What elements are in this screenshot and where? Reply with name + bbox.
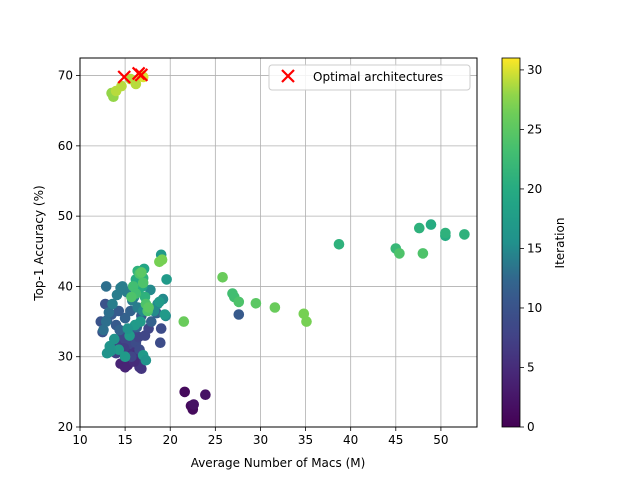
y-tick-label: 30 bbox=[58, 350, 73, 364]
scatter-point bbox=[179, 386, 190, 398]
colorbar-tick-label: 15 bbox=[527, 241, 542, 255]
scatter-point bbox=[130, 78, 142, 90]
legend-box bbox=[268, 64, 471, 91]
scatter-point bbox=[136, 267, 147, 278]
scatter-point bbox=[105, 345, 116, 357]
scatter-point bbox=[113, 344, 125, 356]
scatter-point bbox=[459, 229, 470, 240]
colorbar-tick-label: 25 bbox=[527, 122, 542, 136]
scatter-point bbox=[178, 316, 190, 327]
cross-stroke bbox=[281, 69, 295, 83]
scatter-point bbox=[301, 316, 312, 327]
scatter-point bbox=[133, 331, 144, 343]
data-points bbox=[95, 70, 470, 415]
x-tick-label: 40 bbox=[343, 433, 358, 447]
scatter-point bbox=[250, 298, 262, 309]
colorbar-tick-label: 0 bbox=[527, 420, 535, 434]
optimal-cross-marker bbox=[134, 68, 149, 82]
scatter-point bbox=[143, 302, 154, 313]
scatter-point bbox=[119, 351, 131, 363]
x-tick-label: 20 bbox=[163, 433, 178, 447]
colorbar-label: Iteration bbox=[553, 218, 567, 269]
y-tick-label: 20 bbox=[58, 420, 73, 434]
plot-frame bbox=[79, 57, 478, 428]
scatter-point bbox=[140, 354, 152, 366]
scatter-point bbox=[100, 281, 112, 292]
scatter-point bbox=[155, 337, 166, 349]
x-axis-label: Average Number of Macs (M) bbox=[191, 456, 366, 470]
scatter-point bbox=[109, 333, 120, 345]
scatter-point bbox=[333, 239, 345, 250]
legend-cross-marker bbox=[281, 69, 295, 83]
x-tick-label: 15 bbox=[117, 433, 132, 447]
scatter-point bbox=[417, 248, 429, 259]
y-tick-label: 50 bbox=[58, 209, 73, 223]
scatter-point bbox=[440, 227, 451, 239]
scatter-point bbox=[103, 307, 115, 318]
optimal-cross-marker bbox=[117, 70, 131, 84]
scatter-point bbox=[154, 296, 165, 308]
x-tick-label: 45 bbox=[388, 433, 403, 447]
legend: Optimal architectures bbox=[268, 64, 471, 91]
scatter-point bbox=[414, 222, 425, 234]
scatter-point bbox=[113, 305, 125, 317]
scatter-point bbox=[115, 282, 126, 294]
colorbar-tick-label: 20 bbox=[527, 182, 542, 196]
scatter-point bbox=[137, 277, 149, 289]
colorbar-tick-label: 30 bbox=[527, 63, 542, 77]
scatter-point bbox=[122, 323, 134, 334]
x-tick-label: 50 bbox=[433, 433, 448, 447]
colorbar-tick-label: 10 bbox=[527, 301, 542, 315]
scatter-point bbox=[146, 316, 157, 327]
x-tick-label: 30 bbox=[253, 433, 268, 447]
x-tick-label: 10 bbox=[72, 433, 87, 447]
colorbar-tick-label: 5 bbox=[527, 360, 535, 374]
cross-stroke bbox=[117, 70, 131, 84]
scatter-point bbox=[233, 296, 245, 308]
cross-stroke bbox=[134, 68, 149, 82]
scatter-point bbox=[188, 399, 199, 410]
optimal-markers bbox=[117, 66, 149, 84]
x-tick-label: 35 bbox=[298, 433, 313, 447]
scatter-point bbox=[200, 389, 211, 401]
colorbar bbox=[501, 57, 521, 428]
scatter-point bbox=[126, 291, 137, 303]
y-tick-label: 60 bbox=[58, 139, 73, 153]
scatter-point bbox=[156, 254, 168, 265]
scatter-point bbox=[98, 324, 109, 336]
scatter-point bbox=[107, 298, 118, 310]
scatter-point bbox=[233, 309, 245, 320]
scatter-point bbox=[135, 316, 146, 327]
scatter-point bbox=[159, 309, 171, 320]
scatter-point bbox=[114, 324, 125, 336]
scatter-point bbox=[217, 272, 228, 283]
scatter-point bbox=[161, 274, 172, 285]
scatter-point bbox=[100, 316, 112, 327]
legend-label: Optimal architectures bbox=[313, 70, 443, 84]
y-tick-label: 70 bbox=[58, 69, 73, 83]
y-axis-label: Top-1 Accuracy (%) bbox=[32, 185, 46, 301]
y-axis-ticks: 20 30 40 50 60 70 bbox=[58, 69, 80, 434]
x-axis-ticks: 10 15 20 25 30 35 40 45 50 bbox=[72, 427, 449, 447]
y-tick-label: 40 bbox=[58, 279, 73, 293]
scatter-point bbox=[269, 302, 281, 313]
x-tick-label: 25 bbox=[208, 433, 223, 447]
scatter-point bbox=[155, 323, 167, 334]
scatter-point bbox=[136, 363, 147, 375]
scatter-point bbox=[425, 219, 437, 230]
legend-cross-icon bbox=[281, 69, 295, 83]
scatter-point bbox=[394, 248, 405, 259]
colorbar-ticks: 0 5 10 15 20 25 30 bbox=[520, 63, 542, 434]
